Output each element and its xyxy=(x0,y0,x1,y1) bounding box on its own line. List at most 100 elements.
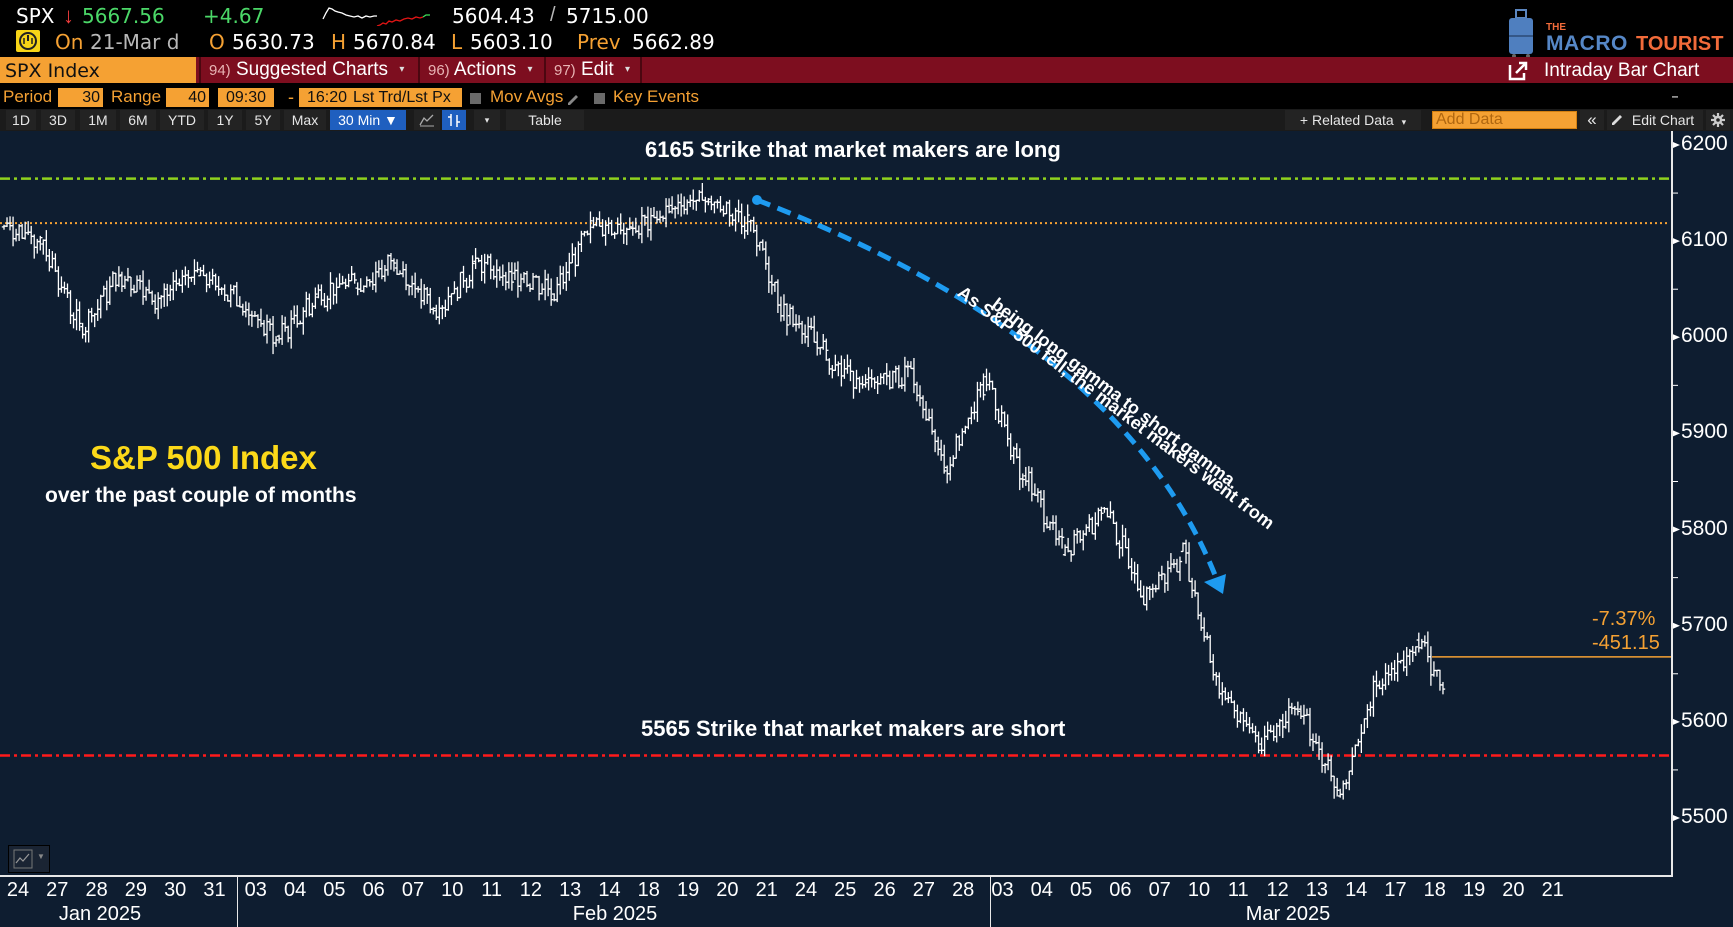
bar-chart-toggle[interactable] xyxy=(442,110,466,130)
x-tick-label: 12 xyxy=(1266,879,1289,901)
external-link-icon xyxy=(1508,61,1528,81)
related-data-label: + Related Data xyxy=(1299,112,1394,128)
price-chart[interactable] xyxy=(0,131,1733,927)
x-tick-label: 06 xyxy=(362,879,385,901)
settings-button[interactable] xyxy=(1706,110,1730,130)
range-input[interactable]: 40 xyxy=(166,88,209,107)
range-5y-button[interactable]: 5Y xyxy=(246,110,280,130)
chart-style-dropdown[interactable]: ▾ xyxy=(474,110,500,130)
x-tick-label: 11 xyxy=(1227,879,1249,901)
menu-number: 94) xyxy=(209,62,231,80)
y-axis xyxy=(1671,131,1673,876)
x-tick-label: 03 xyxy=(991,879,1014,901)
interval-select[interactable]: 30 Min ▼ xyxy=(330,110,406,130)
caret-down-icon: ▼ xyxy=(37,852,45,861)
open-value: 5630.73 xyxy=(232,30,315,54)
open-label: O xyxy=(209,30,225,54)
logo-macro: MACRO xyxy=(1546,32,1628,55)
macro-tourist-logo: THE MACRO TOURIST xyxy=(1500,8,1733,58)
gear-icon xyxy=(1711,113,1725,127)
x-tick-label: 10 xyxy=(441,879,464,901)
period-label: Period xyxy=(3,87,53,106)
x-tick-label: 19 xyxy=(676,879,700,901)
low-label: L xyxy=(451,30,463,54)
range-label: Range xyxy=(111,87,162,106)
x-tick-label: 07 xyxy=(401,879,425,901)
suggested-charts-menu[interactable]: 94) Suggested Charts ▾ xyxy=(199,57,416,83)
long-strike-label: 6165 Strike that market makers are long xyxy=(645,137,1061,162)
range-max-button[interactable]: Max xyxy=(284,110,326,130)
chart-subtitle: over the past couple of months xyxy=(45,484,357,507)
x-tick-label: 20 xyxy=(716,879,739,901)
x-tick-label: 05 xyxy=(323,879,346,901)
month-label-mar: Mar 2025 xyxy=(1245,903,1331,925)
range-1m-button[interactable]: 1M xyxy=(80,110,116,130)
menu-number: 97) xyxy=(554,62,576,80)
price-type-select[interactable]: Lst Trd/Lst Px xyxy=(350,88,462,107)
logo-tourist: TOURIST xyxy=(1636,33,1724,55)
x-tick-label: 29 xyxy=(124,879,148,901)
collapse-button[interactable]: « xyxy=(1580,110,1604,130)
chart-title: S&P 500 Index xyxy=(90,439,317,476)
month-divider xyxy=(237,876,238,927)
period-input[interactable]: 30 xyxy=(58,88,103,107)
high-value: 5670.84 xyxy=(353,30,436,54)
related-data-button[interactable]: + Related Data ▾ xyxy=(1285,110,1421,130)
x-tick-label: 27 xyxy=(912,879,936,901)
menu-label: Edit xyxy=(580,59,614,81)
add-data-input[interactable]: Add Data xyxy=(1432,111,1577,129)
mov-avgs-label: Mov Avgs xyxy=(490,87,564,106)
key-events-label: Key Events xyxy=(613,87,699,106)
month-label-jan: Jan 2025 xyxy=(58,903,142,925)
y-tick-label: 5500 xyxy=(1681,804,1728,828)
x-tick-label: 24 xyxy=(794,879,818,901)
x-tick-label: 12 xyxy=(519,879,543,901)
abs-change-label: -451.15 xyxy=(1592,632,1660,654)
low-value: 5603.10 xyxy=(470,30,553,54)
down-arrow-icon: ↓ xyxy=(63,3,74,28)
x-tick-label: 05 xyxy=(1069,879,1093,901)
prev-label: Prev xyxy=(577,30,621,54)
edit-menu[interactable]: 97) Edit ▾ xyxy=(544,57,638,83)
x-tick-label: 17 xyxy=(1384,879,1407,901)
x-tick-label: 18 xyxy=(637,879,660,901)
mov-avgs-checkbox[interactable] xyxy=(470,93,481,104)
x-tick-label: 21 xyxy=(1541,879,1564,901)
security-input[interactable]: SPX Index xyxy=(0,57,196,83)
y-tick-label: 5700 xyxy=(1681,612,1728,636)
y-tick-label: 5900 xyxy=(1681,420,1728,444)
range-1y-button[interactable]: 1Y xyxy=(208,110,242,130)
actions-menu[interactable]: 96) Actions ▾ xyxy=(418,57,542,83)
last-price: 5667.56 xyxy=(82,4,165,28)
table-button[interactable]: Table xyxy=(506,110,584,130)
key-events-checkbox[interactable] xyxy=(594,93,605,104)
range-3d-button[interactable]: 3D xyxy=(41,110,75,130)
add-data-placeholder: Add Data xyxy=(1436,111,1503,128)
caret-down-icon: ▾ xyxy=(1401,117,1407,127)
end-time-input[interactable]: 16:20 xyxy=(299,88,355,107)
y-tick-label: 5600 xyxy=(1681,708,1728,732)
chart-type-picker[interactable]: ▼ xyxy=(8,845,50,873)
pencil-icon[interactable] xyxy=(566,93,580,107)
line-chart-icon xyxy=(419,114,434,127)
range-6m-button[interactable]: 6M xyxy=(120,110,156,130)
menu-number: 96) xyxy=(428,62,450,80)
x-tick-label: 30 xyxy=(164,879,187,901)
y-tick-label: 5800 xyxy=(1681,516,1728,540)
range-separator: / xyxy=(550,4,556,26)
range-low: 5604.43 xyxy=(452,4,535,28)
x-tick-label: 04 xyxy=(283,879,307,901)
x-tick-label: 03 xyxy=(244,879,267,901)
x-tick-label: 21 xyxy=(755,879,778,901)
high-label: H xyxy=(331,30,347,54)
range-high: 5715.00 xyxy=(566,4,649,28)
start-time-input[interactable]: 09:30 xyxy=(218,88,274,107)
on-label: On xyxy=(55,30,84,54)
prev-value: 5662.89 xyxy=(632,30,715,54)
range-ytd-button[interactable]: YTD xyxy=(160,110,204,130)
edit-chart-button[interactable]: Edit Chart xyxy=(1607,110,1703,130)
x-tick-label: 11 xyxy=(481,879,502,901)
market-status-icon[interactable] xyxy=(16,30,40,52)
range-1d-button[interactable]: 1D xyxy=(6,110,36,130)
line-chart-toggle[interactable] xyxy=(414,110,440,130)
